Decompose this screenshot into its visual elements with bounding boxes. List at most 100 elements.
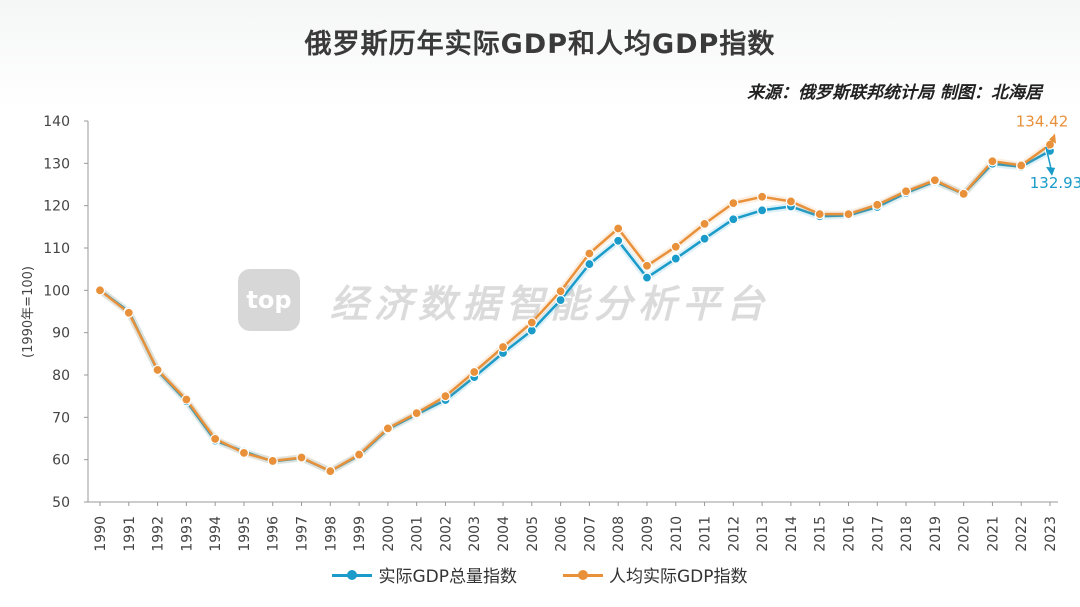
x-tick-label: 2010 <box>669 516 685 552</box>
end-label-per-capita: 134.42 <box>1016 113 1069 131</box>
series-line <box>99 143 1051 473</box>
x-tick-label: 1997 <box>295 516 311 552</box>
data-point <box>1016 160 1027 171</box>
data-point <box>929 175 940 186</box>
chart-source: 来源：俄罗斯联邦统计局 制图：北海居 <box>747 83 1042 103</box>
x-tick-label: 2022 <box>1014 516 1030 552</box>
y-tick-label: 100 <box>43 283 70 299</box>
data-point <box>670 253 681 264</box>
y-tick-label: 120 <box>43 199 70 215</box>
data-point <box>584 248 595 259</box>
data-point <box>613 223 624 234</box>
y-axis-label: (1990年=100) <box>21 266 36 358</box>
legend-item-gdp: 实际GDP总量指数 <box>332 562 517 587</box>
data-point <box>555 286 566 297</box>
data-point <box>210 433 221 445</box>
chart-title: 俄罗斯历年实际GDP和人均GDP指数 <box>304 29 776 60</box>
data-point <box>497 341 509 353</box>
x-tick-label: 2009 <box>640 516 656 552</box>
y-tick-label: 110 <box>43 241 70 257</box>
end-label-arrowhead <box>1049 133 1056 144</box>
x-tick-label: 1990 <box>93 516 109 552</box>
data-point <box>152 364 163 376</box>
y-tick-label: 60 <box>52 453 70 469</box>
x-tick-label: 1996 <box>266 516 282 552</box>
data-point <box>670 241 681 252</box>
legend: 实际GDP总量指数 人均实际GDP指数 <box>0 562 1080 587</box>
data-point <box>526 317 537 328</box>
data-point <box>94 285 106 296</box>
x-tick-label: 2016 <box>841 516 857 552</box>
legend-label-gdp: 实际GDP总量指数 <box>378 567 517 587</box>
x-tick-label: 2000 <box>381 516 397 552</box>
x-tick-label: 2008 <box>611 516 627 552</box>
x-tick-label: 1995 <box>237 516 253 552</box>
data-point <box>641 260 653 271</box>
x-tick-label: 2012 <box>726 516 742 552</box>
y-tick-label: 90 <box>52 326 70 342</box>
x-tick-label: 2007 <box>582 516 598 552</box>
x-tick-label: 2006 <box>554 516 570 552</box>
data-point <box>728 198 739 209</box>
x-tick-label: 1992 <box>151 516 167 552</box>
x-tick-label: 2018 <box>899 516 915 552</box>
y-tick-label: 140 <box>43 114 70 130</box>
x-tick-label: 2014 <box>784 516 800 552</box>
data-point <box>843 209 854 220</box>
data-point <box>699 218 710 229</box>
data-point <box>353 449 365 460</box>
data-point <box>469 366 480 378</box>
watermark: top 经济数据智能分析平台 <box>238 268 770 332</box>
x-tick-label: 2005 <box>525 516 541 552</box>
data-point <box>699 233 710 244</box>
watermark-text: 经济数据智能分析平台 <box>330 281 771 326</box>
data-point <box>440 391 451 402</box>
data-point <box>728 214 739 225</box>
series-line <box>99 149 1051 473</box>
x-tick-label: 2002 <box>438 516 454 552</box>
x-tick-label: 1998 <box>323 516 339 552</box>
series-line-glow <box>97 147 1052 475</box>
x-tick-label: 1993 <box>179 516 195 552</box>
end-label-arrowhead <box>1046 166 1055 176</box>
legend-label-per-capita: 人均实际GDP指数 <box>609 567 748 587</box>
x-tick-label: 2013 <box>755 516 771 552</box>
y-tick-label: 50 <box>52 495 70 511</box>
data-point <box>900 186 912 197</box>
data-point <box>785 196 797 207</box>
x-tick-label: 2019 <box>928 516 944 552</box>
data-point <box>958 188 969 199</box>
data-point <box>613 235 624 246</box>
x-tick-label: 2003 <box>467 516 483 552</box>
x-tick-label: 2017 <box>870 516 886 552</box>
x-tick-label: 1994 <box>208 516 224 552</box>
data-point <box>584 258 595 270</box>
legend-swatch-gdp <box>332 569 373 581</box>
data-point <box>123 307 134 318</box>
data-point <box>872 199 883 210</box>
data-point <box>411 408 422 419</box>
x-tick-label: 2004 <box>496 516 512 552</box>
data-point <box>757 191 768 202</box>
data-point <box>267 455 278 467</box>
data-point <box>181 394 192 405</box>
legend-swatch-per-capita <box>563 569 603 581</box>
x-tick-label: 2020 <box>957 516 973 552</box>
watermark-logo: top <box>238 269 300 331</box>
data-point <box>382 423 393 434</box>
y-tick-label: 80 <box>52 368 70 384</box>
x-tick-label: 2011 <box>698 516 714 552</box>
data-point <box>325 465 336 477</box>
data-point <box>757 205 768 216</box>
data-point <box>296 452 307 463</box>
data-point <box>555 294 566 306</box>
x-tick-label: 1991 <box>122 516 138 552</box>
x-tick-label: 2015 <box>813 516 829 552</box>
data-point <box>987 156 998 167</box>
y-tick-label: 130 <box>43 156 70 172</box>
data-point <box>238 447 250 458</box>
legend-item-per-capita: 人均实际GDP指数 <box>563 562 748 587</box>
x-tick-label: 2021 <box>985 516 1001 552</box>
